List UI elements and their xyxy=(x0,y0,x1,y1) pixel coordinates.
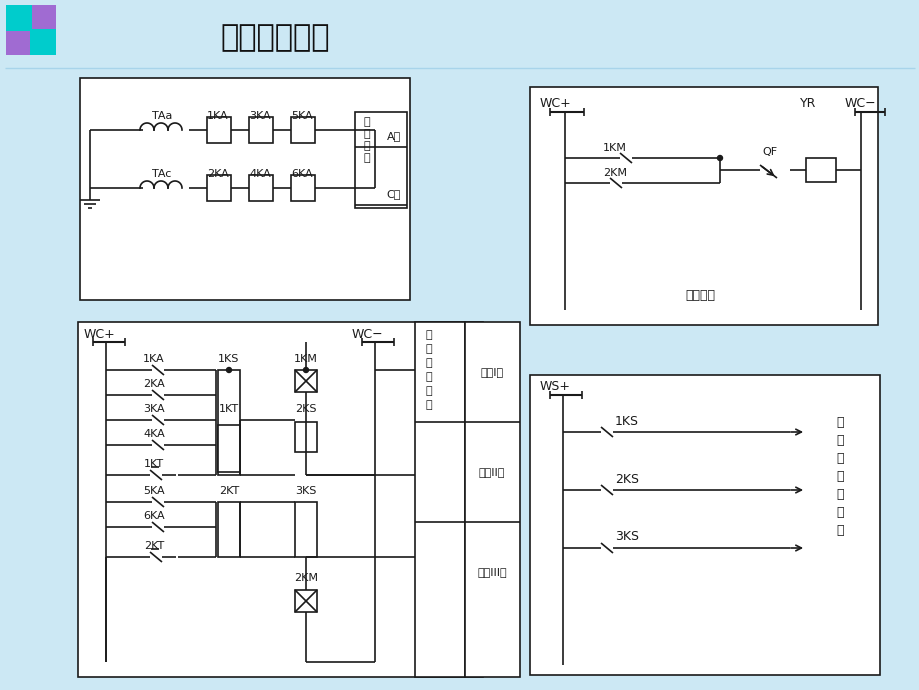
Bar xyxy=(6,5,32,31)
Text: 3KA: 3KA xyxy=(249,111,270,121)
Text: 2KS: 2KS xyxy=(614,473,639,486)
Text: 6KA: 6KA xyxy=(143,511,165,521)
Text: 1KS: 1KS xyxy=(614,415,639,428)
Text: 交: 交 xyxy=(363,117,370,127)
Text: 2KA: 2KA xyxy=(207,169,229,179)
Text: WS+: WS+ xyxy=(539,380,571,393)
Text: 4KA: 4KA xyxy=(143,429,165,439)
Text: 流: 流 xyxy=(425,344,432,354)
Bar xyxy=(249,117,273,143)
Bar xyxy=(249,175,273,201)
Text: 路: 路 xyxy=(425,400,432,410)
Text: 电流I段: 电流I段 xyxy=(480,367,503,377)
Circle shape xyxy=(226,368,232,373)
Text: 至: 至 xyxy=(835,415,843,428)
Bar xyxy=(78,322,482,677)
Text: WC−: WC− xyxy=(844,97,876,110)
Text: 2KS: 2KS xyxy=(295,404,316,414)
Bar xyxy=(805,158,835,182)
Text: 5KA: 5KA xyxy=(143,486,165,496)
Bar xyxy=(295,422,317,452)
Bar xyxy=(80,78,410,300)
Text: 信: 信 xyxy=(835,469,843,482)
Bar xyxy=(30,29,56,55)
Text: 2KT: 2KT xyxy=(143,541,164,551)
Text: 4KA: 4KA xyxy=(249,169,270,179)
Circle shape xyxy=(717,155,721,161)
Text: 1KT: 1KT xyxy=(143,459,164,469)
Text: WC+: WC+ xyxy=(84,328,116,340)
Text: 逻: 逻 xyxy=(425,358,432,368)
Bar xyxy=(529,87,877,325)
Text: 3KS: 3KS xyxy=(295,486,316,496)
Text: 路: 路 xyxy=(835,524,843,537)
Text: 号: 号 xyxy=(835,488,843,500)
Text: 6KA: 6KA xyxy=(291,169,312,179)
Text: 辑: 辑 xyxy=(425,372,432,382)
Text: 中: 中 xyxy=(835,433,843,446)
Bar xyxy=(414,322,464,677)
Text: 回: 回 xyxy=(835,506,843,518)
Bar xyxy=(207,117,231,143)
Text: 电流III段: 电流III段 xyxy=(477,567,506,577)
Bar xyxy=(207,175,231,201)
Text: 1KA: 1KA xyxy=(143,354,165,364)
Text: C相: C相 xyxy=(386,189,401,199)
Bar xyxy=(218,502,240,557)
Text: QF: QF xyxy=(761,147,777,157)
Bar xyxy=(295,370,317,392)
Text: 1KT: 1KT xyxy=(219,404,239,414)
Text: 2KM: 2KM xyxy=(602,168,627,178)
Text: 5KA: 5KA xyxy=(291,111,312,121)
Text: 2KT: 2KT xyxy=(219,486,239,496)
Text: 2KA: 2KA xyxy=(143,379,165,389)
Text: 回: 回 xyxy=(425,386,432,396)
Text: 3KA: 3KA xyxy=(143,404,165,414)
Bar xyxy=(355,112,406,208)
Text: WC−: WC− xyxy=(352,328,383,340)
Bar xyxy=(529,375,879,675)
Text: 路: 路 xyxy=(363,153,370,163)
Text: 1KM: 1KM xyxy=(602,143,626,153)
Bar xyxy=(295,590,317,612)
Text: TAc: TAc xyxy=(153,169,172,179)
Text: 展开式原理图: 展开式原理图 xyxy=(220,23,329,52)
Text: YR: YR xyxy=(800,97,815,110)
Text: 1KM: 1KM xyxy=(294,354,318,364)
Text: 回: 回 xyxy=(363,141,370,151)
Text: 电流II段: 电流II段 xyxy=(478,467,505,477)
Bar xyxy=(218,370,240,475)
Text: 央: 央 xyxy=(835,451,843,464)
Bar xyxy=(290,175,314,201)
Text: 3KS: 3KS xyxy=(614,531,639,544)
Text: TAa: TAa xyxy=(152,111,172,121)
Text: 1KS: 1KS xyxy=(218,354,240,364)
Text: 2KM: 2KM xyxy=(294,573,318,583)
Text: 直: 直 xyxy=(425,330,432,340)
Text: 1KA: 1KA xyxy=(207,111,229,121)
Circle shape xyxy=(303,368,308,373)
Bar xyxy=(464,322,519,677)
Text: 出口回路: 出口回路 xyxy=(685,288,714,302)
Text: 流: 流 xyxy=(363,129,370,139)
Text: A相: A相 xyxy=(387,131,401,141)
Text: WC+: WC+ xyxy=(539,97,571,110)
Bar xyxy=(6,5,56,55)
Bar xyxy=(290,117,314,143)
Bar xyxy=(295,502,317,557)
Bar xyxy=(218,425,240,472)
